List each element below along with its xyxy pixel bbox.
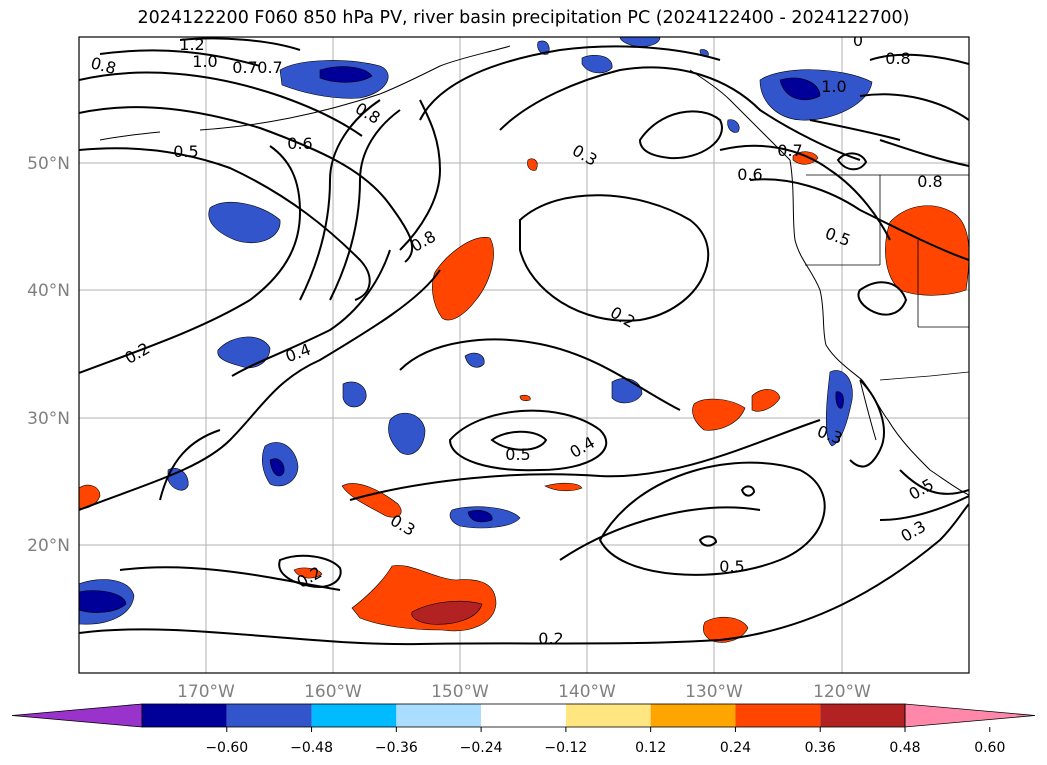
contour-label: 0.7 [257, 58, 282, 77]
lon-tick-label: 140°W [558, 682, 616, 702]
lat-tick-label: 40°N [27, 281, 70, 301]
colorbar-segment [311, 704, 397, 727]
colorbar-segment [650, 704, 736, 727]
contour-label: 0.7 [232, 58, 257, 77]
contour-label: 1.0 [192, 52, 217, 71]
lon-tick-label: 150°W [431, 682, 489, 702]
pv-contours [79, 37, 969, 646]
colorbar-segment [142, 704, 227, 727]
latitude-labels: 50°N 40°N 30°N 20°N [27, 154, 70, 556]
contour-label: 0.5 [505, 445, 530, 464]
colorbar-tick-label: −0.60 [205, 740, 248, 756]
colorbar-tick-label: 0.48 [889, 740, 920, 756]
lon-tick-label: 160°W [304, 682, 362, 702]
contour-label: 0.8 [885, 49, 910, 68]
lat-tick-label: 20°N [27, 536, 70, 556]
lon-tick-label: 170°W [177, 682, 235, 702]
colorbar-tick-label: 0.12 [635, 740, 666, 756]
lon-tick-label: 130°W [685, 682, 743, 702]
map-background [79, 37, 969, 673]
contour-label: 0.8 [917, 172, 942, 191]
colorbar-tick-label: −0.48 [290, 740, 333, 756]
colorbar-extend-low [11, 703, 143, 728]
colorbar-tick-label: 0.36 [805, 740, 836, 756]
contour-label: 0.2 [538, 629, 563, 648]
contour-label: 0.5 [173, 142, 198, 161]
colorbar-segment [735, 704, 821, 727]
colorbar-segment [820, 704, 905, 727]
lat-tick-label: 30°N [27, 409, 70, 429]
colorbar-outline [141, 703, 906, 728]
colorbar-tick-label: −0.12 [544, 740, 587, 756]
contour-label: 0.6 [737, 165, 762, 184]
longitude-labels: 170°W 160°W 150°W 140°W 130°W 120°W [177, 682, 871, 702]
colorbar-ticks: −0.60 −0.48 −0.36 −0.24 −0.12 0.12 0.24 0.36 0.4… [205, 727, 1005, 756]
colorbar-extend-high [904, 703, 1036, 728]
lon-tick-label: 120°W [813, 682, 871, 702]
colorbar-tick-label: −0.36 [375, 740, 418, 756]
coastlines [99, 45, 969, 496]
contour-label: 1.0 [821, 77, 846, 96]
map-title: 2024122200 F060 850 hPa PV, river basin … [137, 8, 910, 28]
contour-label: 0.7 [777, 141, 802, 160]
contour-label: 1.2 [179, 35, 204, 54]
colorbar [11, 703, 1036, 728]
colorbar-tick-label: 0.60 [974, 740, 1005, 756]
colorbar-segment [226, 704, 312, 727]
borders [805, 174, 969, 381]
colorbar-segment [565, 704, 651, 727]
contour-label: 0.5 [719, 557, 744, 576]
contour-label: 0 [853, 31, 863, 50]
colorbar-tick-label: −0.24 [460, 740, 503, 756]
colorbar-segment [396, 704, 482, 727]
contour-label: 0.6 [287, 134, 312, 153]
lat-tick-label: 50°N [27, 154, 70, 174]
colorbar-segment [481, 704, 566, 727]
map-frame [78, 36, 970, 674]
colorbar-tick-label: 0.24 [720, 740, 751, 756]
positive-anomaly-areas [79, 151, 969, 643]
